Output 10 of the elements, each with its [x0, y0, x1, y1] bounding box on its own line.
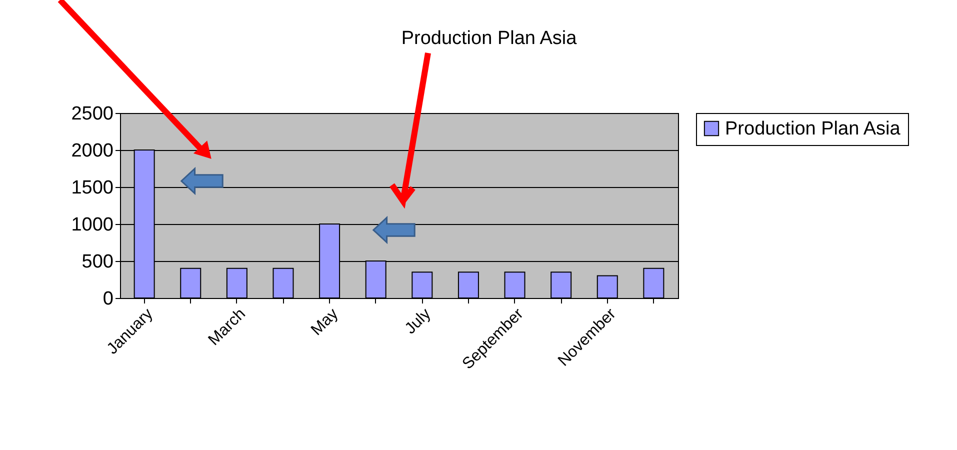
y-tick-label: 2500 [71, 104, 114, 124]
y-tick-label: 1000 [71, 214, 114, 236]
y-tick-label: 0 [102, 288, 114, 310]
chart-title: Production Plan Asia [401, 28, 578, 49]
x-tick-label: May [308, 306, 342, 339]
x-tick-label: July [402, 306, 434, 338]
legend-label: Production Plan Asia [725, 118, 901, 140]
y-tick-label: 500 [82, 252, 114, 272]
y-tick-label: 1500 [71, 178, 114, 198]
y-tick-label: 2000 [71, 140, 114, 162]
